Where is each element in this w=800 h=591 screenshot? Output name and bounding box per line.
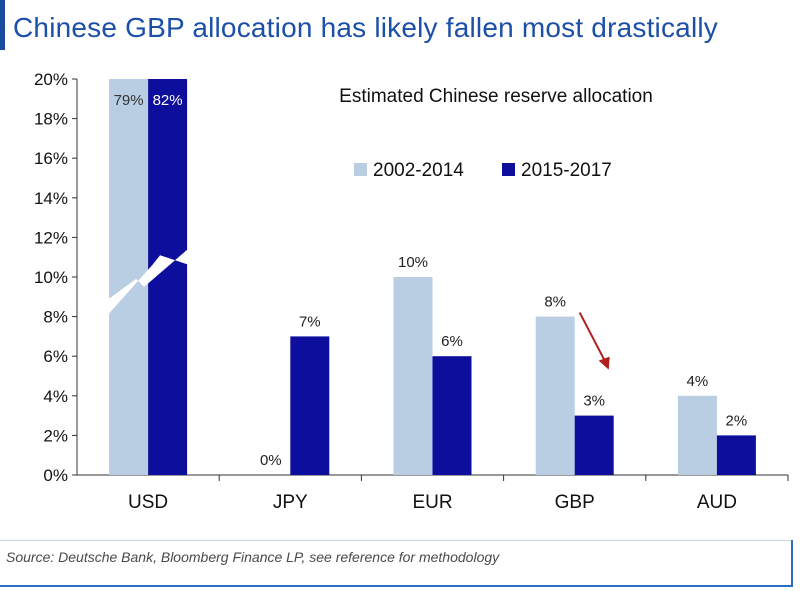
page-title: Chinese GBP allocation has likely fallen…	[13, 12, 718, 43]
y-tick-label: 2%	[43, 426, 68, 445]
bar-chart: 0% 2% 4% 6% 8% 10% 12% 14% 16% 18% 20% USD JPY EUR GBP…	[34, 70, 789, 513]
y-tick-label: 14%	[34, 189, 68, 208]
data-label: 4%	[687, 373, 709, 390]
data-label: 0%	[260, 452, 282, 469]
data-label: 8%	[544, 294, 566, 311]
y-tick-label: 4%	[43, 387, 68, 406]
legend-label: 2002-2014	[373, 160, 464, 181]
x-tick-label: EUR	[412, 492, 452, 513]
bar-2002-2014-USD	[109, 79, 149, 475]
y-tick-label: 18%	[34, 110, 68, 129]
data-label: 79%	[114, 92, 144, 109]
data-label: 10%	[398, 254, 428, 271]
bar-2015-2017-EUR	[432, 356, 472, 475]
source-note: Source: Deutsche Bank, Bloomberg Finance…	[6, 549, 500, 565]
data-label: 82%	[153, 92, 183, 109]
legend-swatch-2015-2017	[502, 163, 515, 176]
y-tick-label: 6%	[43, 347, 68, 366]
data-label: 6%	[441, 333, 463, 350]
y-tick-label: 16%	[34, 149, 68, 168]
bottom-accent-rule	[0, 585, 793, 587]
bar-2002-2014-AUD	[677, 395, 717, 475]
data-label: 3%	[583, 393, 605, 410]
y-tick-label: 10%	[34, 268, 68, 287]
x-tick-label: GBP	[555, 492, 595, 513]
y-tick-label: 12%	[34, 228, 68, 247]
annotation-arrow-head	[598, 356, 610, 370]
right-accent-rule	[791, 540, 793, 585]
data-label: 7%	[299, 313, 321, 330]
y-tick-label: 0%	[43, 466, 68, 485]
annotation-arrow-shaft	[578, 312, 607, 364]
chart-area: 0% 2% 4% 6% 8% 10% 12% 14% 16% 18% 20% USD JPY EUR GBP…	[0, 62, 800, 540]
title-bar: Chinese GBP allocation has likely fallen…	[0, 0, 800, 50]
legend-label: 2015-2017	[521, 160, 612, 181]
footer-divider	[0, 540, 793, 541]
legend-swatch-2002-2014	[354, 163, 367, 176]
bar-2015-2017-AUD	[716, 435, 756, 475]
y-tick-label: 8%	[43, 308, 68, 327]
y-tick-label: 20%	[34, 70, 68, 89]
x-tick-label: JPY	[273, 492, 308, 513]
chart-title: Estimated Chinese reserve allocation	[339, 86, 653, 107]
bar-2002-2014-EUR	[393, 277, 433, 475]
bar-2015-2017-JPY	[290, 336, 330, 475]
data-label: 2%	[726, 412, 748, 429]
x-tick-label: USD	[128, 492, 168, 513]
bar-2015-2017-GBP	[574, 415, 614, 475]
bar-2002-2014-GBP	[535, 316, 575, 475]
x-tick-label: AUD	[697, 492, 737, 513]
axis-break-mark	[106, 247, 191, 317]
